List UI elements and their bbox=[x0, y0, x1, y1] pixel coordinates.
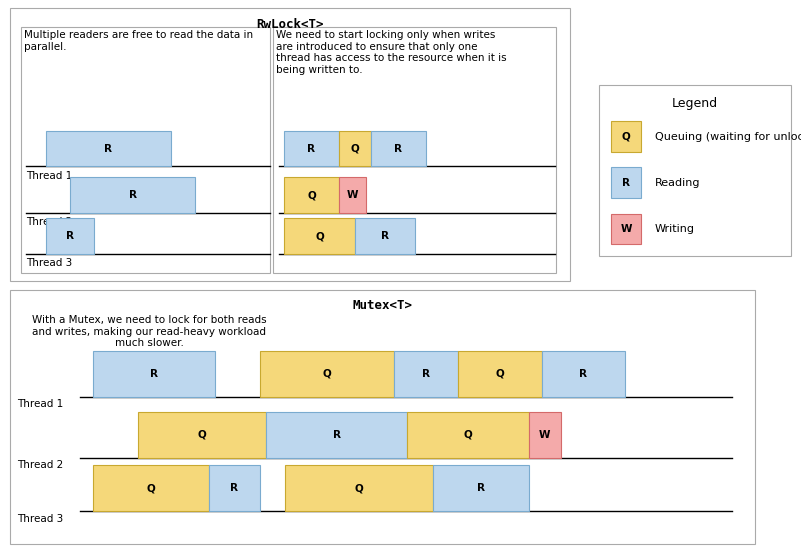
Bar bbox=[93, 466, 208, 511]
Text: Q: Q bbox=[323, 369, 332, 379]
Text: R: R bbox=[422, 369, 430, 379]
Text: With a Mutex, we need to lock for both reads
and writes, making our read-heavy w: With a Mutex, we need to lock for both r… bbox=[32, 315, 267, 348]
Text: Q: Q bbox=[355, 483, 364, 493]
Bar bbox=[610, 121, 642, 152]
Bar bbox=[46, 131, 171, 166]
Text: R: R bbox=[622, 178, 630, 188]
Bar bbox=[541, 351, 625, 397]
Text: R: R bbox=[308, 144, 316, 154]
Bar bbox=[371, 131, 425, 166]
Text: R: R bbox=[332, 430, 340, 440]
Text: R: R bbox=[380, 231, 388, 241]
Text: Queuing (waiting for unlock): Queuing (waiting for unlock) bbox=[655, 132, 801, 142]
Bar bbox=[21, 28, 271, 273]
Bar bbox=[394, 351, 458, 397]
Text: Q: Q bbox=[496, 369, 505, 379]
Bar bbox=[339, 131, 371, 166]
Text: Thread 1: Thread 1 bbox=[26, 171, 73, 181]
Text: R: R bbox=[150, 369, 158, 379]
Bar bbox=[610, 168, 642, 198]
Text: Q: Q bbox=[351, 144, 360, 154]
Text: R: R bbox=[394, 144, 402, 154]
Text: Q: Q bbox=[147, 483, 155, 493]
Bar bbox=[610, 213, 642, 244]
Bar bbox=[260, 351, 394, 397]
Bar bbox=[273, 28, 556, 273]
Text: We need to start locking only when writes
are introduced to ensure that only one: We need to start locking only when write… bbox=[276, 30, 506, 75]
Text: Q: Q bbox=[622, 132, 630, 142]
Bar bbox=[339, 177, 366, 213]
Bar bbox=[458, 351, 541, 397]
Text: Thread 3: Thread 3 bbox=[17, 514, 63, 524]
Text: Mutex<T>: Mutex<T> bbox=[352, 299, 412, 312]
Bar bbox=[46, 218, 94, 253]
Text: Thread 2: Thread 2 bbox=[26, 217, 73, 227]
Bar bbox=[285, 466, 433, 511]
Bar bbox=[138, 412, 266, 458]
Text: R: R bbox=[128, 190, 136, 200]
Text: Thread 1: Thread 1 bbox=[17, 399, 63, 409]
Text: RwLock<T>: RwLock<T> bbox=[256, 18, 324, 31]
Text: R: R bbox=[477, 483, 485, 493]
Text: Q: Q bbox=[307, 190, 316, 200]
Text: Q: Q bbox=[315, 231, 324, 241]
Bar bbox=[93, 351, 215, 397]
Text: Writing: Writing bbox=[655, 224, 695, 234]
Text: Legend: Legend bbox=[672, 98, 718, 110]
Bar bbox=[529, 412, 561, 458]
Text: Q: Q bbox=[198, 430, 207, 440]
Text: W: W bbox=[620, 224, 632, 234]
Text: R: R bbox=[579, 369, 587, 379]
Bar bbox=[284, 131, 339, 166]
Bar bbox=[284, 177, 339, 213]
Text: Multiple readers are free to read the data in
parallel.: Multiple readers are free to read the da… bbox=[24, 30, 253, 52]
Bar bbox=[433, 466, 529, 511]
Bar bbox=[266, 412, 407, 458]
Bar bbox=[208, 466, 260, 511]
Text: W: W bbox=[346, 190, 358, 200]
Text: Q: Q bbox=[464, 430, 473, 440]
Text: Reading: Reading bbox=[655, 178, 700, 188]
Bar bbox=[70, 177, 195, 213]
Bar bbox=[355, 218, 415, 253]
Text: Thread 3: Thread 3 bbox=[26, 258, 73, 268]
Bar bbox=[407, 412, 529, 458]
Text: W: W bbox=[539, 430, 550, 440]
Text: R: R bbox=[66, 231, 74, 241]
Bar bbox=[284, 218, 355, 253]
Text: R: R bbox=[230, 483, 238, 493]
Text: Thread 2: Thread 2 bbox=[17, 461, 63, 471]
Text: R: R bbox=[104, 144, 112, 154]
